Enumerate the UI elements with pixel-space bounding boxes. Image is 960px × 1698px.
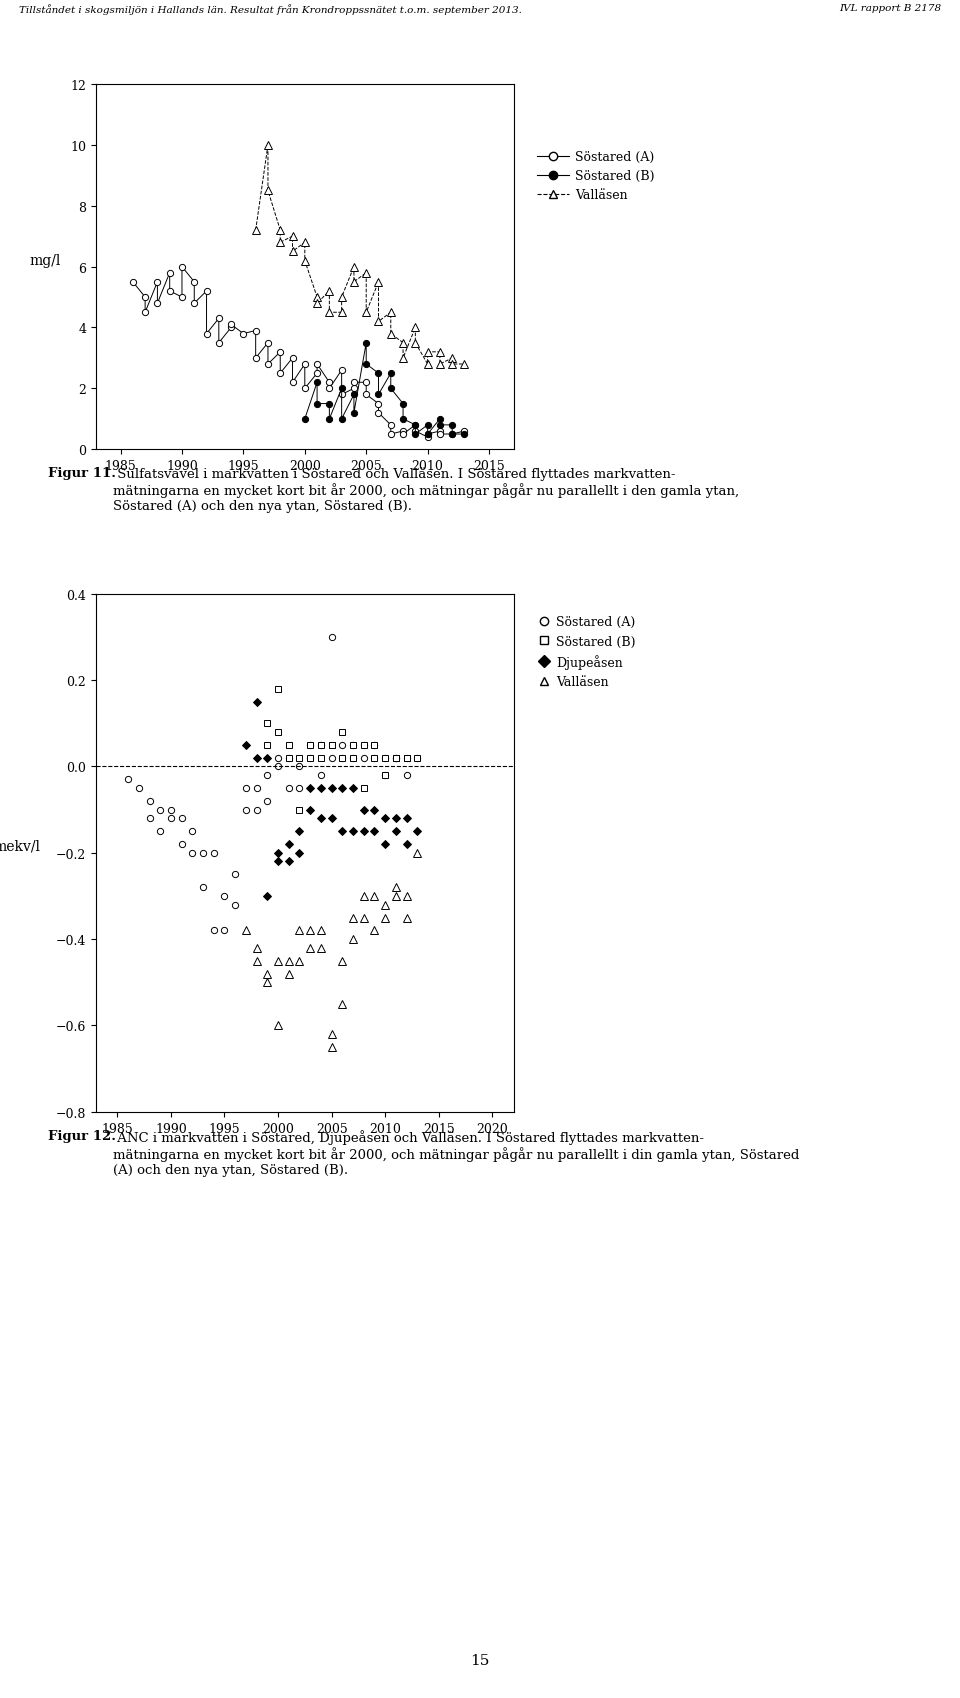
- Text: ANC i markvatten i Söstared, Djupeåsen och Valläsen. I Söstared flyttades markv: ANC i markvatten i Söstared, Djupeåsen o…: [113, 1129, 800, 1177]
- Y-axis label: mekv/l: mekv/l: [0, 839, 40, 854]
- Y-axis label: mg/l: mg/l: [30, 253, 61, 267]
- Text: Tillståndet i skogsmiljön i Hallands län. Resultat från Krondroppssnätet t.o.m. : Tillståndet i skogsmiljön i Hallands län…: [19, 3, 522, 15]
- Text: Figur 11.: Figur 11.: [48, 467, 116, 481]
- Legend: Söstared (A), Söstared (B), Valläsen: Söstared (A), Söstared (B), Valläsen: [533, 146, 660, 207]
- Text: Sulfatsvavel i markvatten i Söstared och Valläsen. I Söstared flyttades markvat: Sulfatsvavel i markvatten i Söstared och…: [113, 467, 739, 513]
- Text: 15: 15: [470, 1654, 490, 1667]
- Text: Figur 12.: Figur 12.: [48, 1129, 116, 1143]
- Text: IVL rapport B 2178: IVL rapport B 2178: [839, 3, 941, 14]
- Legend: Söstared (A), Söstared (B), Djupeåsen, Valläsen: Söstared (A), Söstared (B), Djupeåsen, V…: [533, 611, 640, 693]
